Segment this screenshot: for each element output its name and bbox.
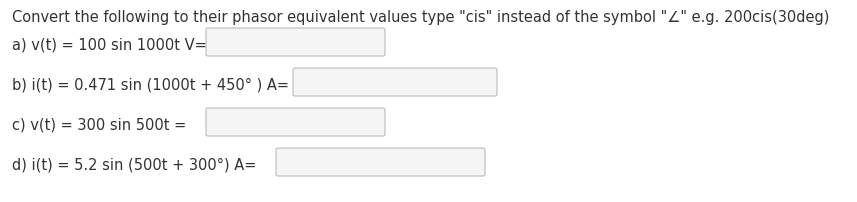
Text: b) i(t) = 0.471 sin (1000t + 450° ) A=: b) i(t) = 0.471 sin (1000t + 450° ) A= bbox=[12, 78, 289, 93]
Text: a) v(t) = 100 sin 1000t V=: a) v(t) = 100 sin 1000t V= bbox=[12, 38, 207, 53]
Text: d) i(t) = 5.2 sin (500t + 300°) A=: d) i(t) = 5.2 sin (500t + 300°) A= bbox=[12, 158, 256, 173]
FancyBboxPatch shape bbox=[293, 68, 497, 96]
FancyBboxPatch shape bbox=[206, 28, 385, 56]
Text: c) v(t) = 300 sin 500t =: c) v(t) = 300 sin 500t = bbox=[12, 118, 186, 133]
FancyBboxPatch shape bbox=[206, 108, 385, 136]
Text: Convert the following to their phasor equivalent values type "cis" instead of th: Convert the following to their phasor eq… bbox=[12, 10, 830, 25]
FancyBboxPatch shape bbox=[276, 148, 485, 176]
